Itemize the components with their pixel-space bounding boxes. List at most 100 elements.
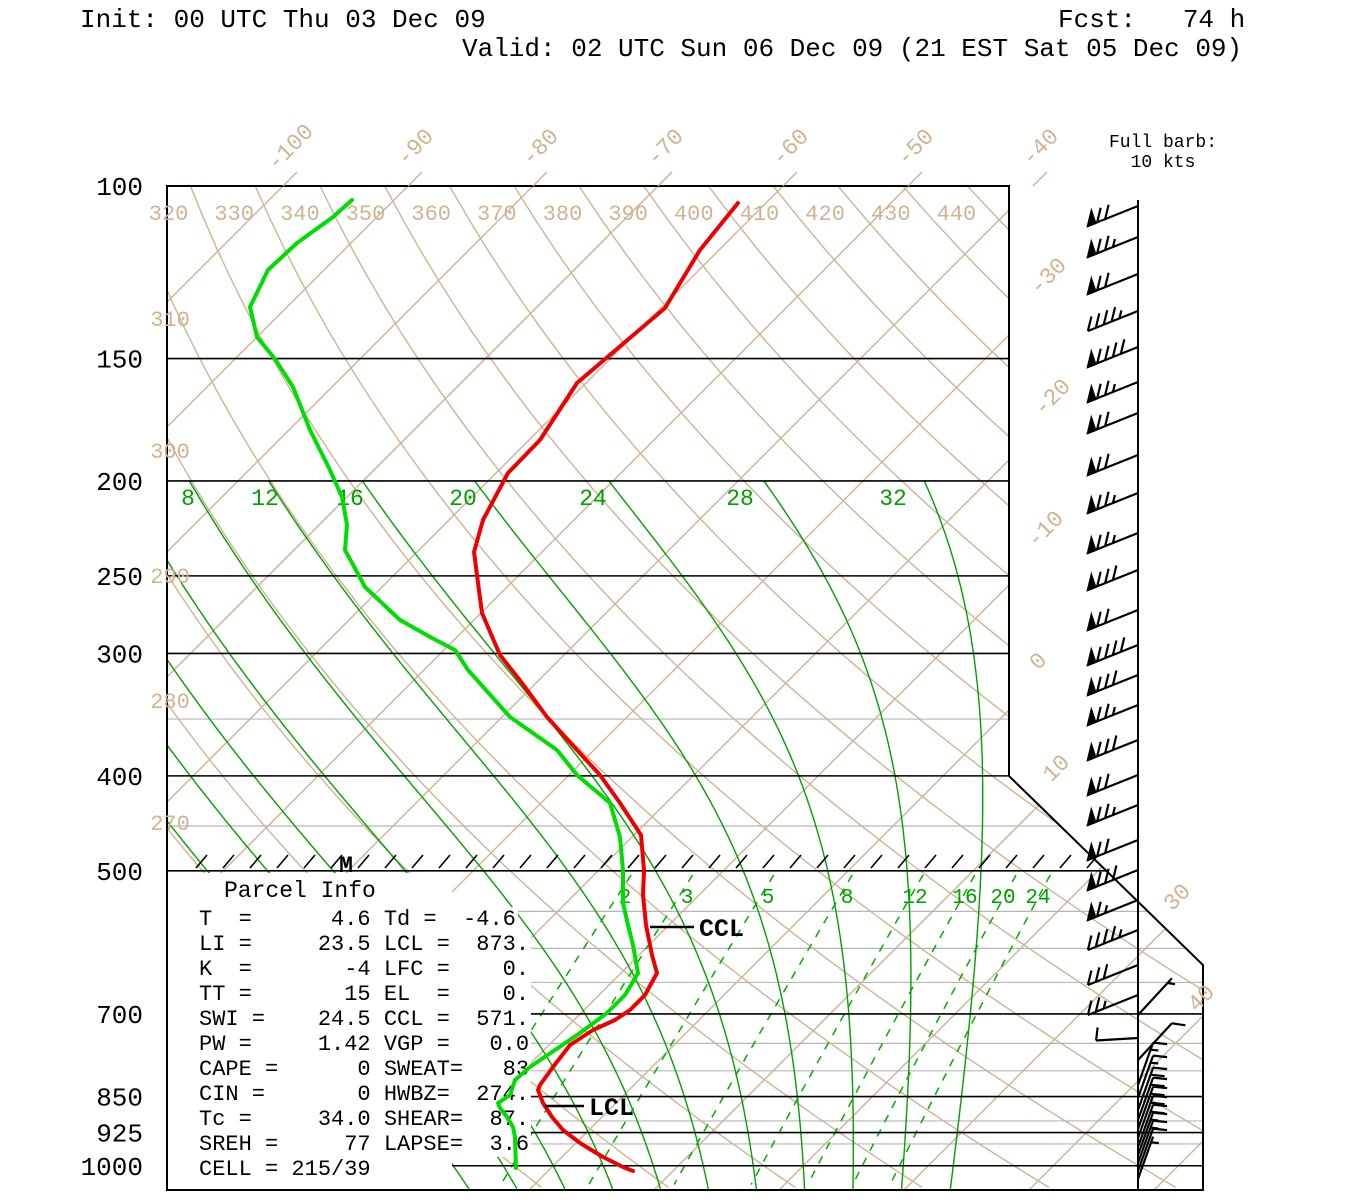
svg-text:150: 150 xyxy=(96,346,143,376)
wind-barb xyxy=(1086,963,1139,987)
svg-text:250: 250 xyxy=(96,563,143,593)
svg-text:12: 12 xyxy=(251,486,279,512)
svg-text:LCL: LCL xyxy=(589,1094,634,1123)
svg-text:28: 28 xyxy=(726,486,754,512)
wind-barb-legend-line2: 10 kts xyxy=(1130,153,1196,173)
svg-text:925: 925 xyxy=(96,1120,143,1150)
svg-text:100: 100 xyxy=(96,173,143,203)
parcel-info-line: SREH = 77 LAPSE= 3.6 xyxy=(199,1132,532,1157)
svg-text:430: 430 xyxy=(871,202,911,227)
svg-text:300: 300 xyxy=(150,440,190,465)
svg-text:340: 340 xyxy=(280,202,320,227)
parcel-info-line: T = 4.6 Td = -4.6 xyxy=(199,907,518,932)
wind-barb xyxy=(1086,453,1139,477)
wind-barb xyxy=(1086,925,1139,952)
svg-text:1000: 1000 xyxy=(81,1153,143,1183)
svg-text:390: 390 xyxy=(608,202,648,227)
parcel-info-line: CAPE = 0 SWEAT= 83 xyxy=(199,1057,532,1082)
wind-barb xyxy=(1136,1136,1159,1180)
500mb-hatch-marks xyxy=(195,854,1099,869)
parcel-info-line: TT = 15 EL = 0. xyxy=(199,982,532,1007)
svg-text:24: 24 xyxy=(579,486,607,512)
svg-text:280: 280 xyxy=(150,690,190,715)
wind-barb xyxy=(1086,411,1139,435)
wind-barb xyxy=(1086,491,1139,515)
svg-text:200: 200 xyxy=(96,468,143,498)
wind-barb xyxy=(1086,735,1139,762)
wind-barb xyxy=(1086,637,1139,667)
wind-barb-legend: Full barb: 10 kts xyxy=(1098,133,1228,173)
svg-text:320: 320 xyxy=(149,202,189,227)
svg-text:24: 24 xyxy=(1025,887,1050,910)
wind-barb xyxy=(1137,977,1176,1016)
wind-barb xyxy=(1086,608,1139,632)
svg-text:310: 310 xyxy=(150,308,190,333)
svg-text:410: 410 xyxy=(740,202,780,227)
plot-border xyxy=(166,185,1204,1191)
wind-barb xyxy=(1136,1066,1168,1111)
svg-text:CCL: CCL xyxy=(699,915,744,944)
svg-text:300: 300 xyxy=(96,640,143,670)
svg-text:440: 440 xyxy=(937,202,977,227)
svg-text:700: 700 xyxy=(96,1001,143,1031)
svg-text:270: 270 xyxy=(150,812,190,837)
wind-barb xyxy=(1086,703,1139,727)
temperature-curve xyxy=(472,201,740,1173)
wind-barb xyxy=(1095,1027,1139,1042)
valid-time-label: Valid: 02 UTC Sun 06 Dec 09 (21 EST Sat … xyxy=(462,34,1243,64)
svg-text:290: 290 xyxy=(150,565,190,590)
wind-barb xyxy=(1086,565,1139,592)
parcel-info-title: Parcel Info xyxy=(224,878,376,904)
wind-barb xyxy=(1086,670,1139,697)
svg-text:400: 400 xyxy=(674,202,714,227)
wind-barb xyxy=(1086,272,1139,296)
parcel-info-line: CELL = 215/39 xyxy=(199,1157,373,1182)
wind-barb xyxy=(1086,993,1139,1017)
wind-barb xyxy=(1086,306,1139,333)
svg-text:3: 3 xyxy=(681,887,694,910)
parcel-info-line: K = -4 LFC = 0. xyxy=(199,957,532,982)
parcel-info-line: LI = 23.5 LCL = 873. xyxy=(199,932,532,957)
svg-text:400: 400 xyxy=(96,763,143,793)
svg-text:850: 850 xyxy=(96,1084,143,1114)
wind-barbs xyxy=(1086,204,1186,1180)
dewpoint-curve xyxy=(248,198,640,1170)
wind-barb xyxy=(1136,1054,1168,1099)
ccl-marker: CCL xyxy=(650,915,744,944)
wind-barb xyxy=(1086,204,1139,228)
svg-text:420: 420 xyxy=(805,202,845,227)
svg-text:5: 5 xyxy=(762,887,775,910)
lcl-marker: LCL xyxy=(545,1094,634,1123)
svg-text:500: 500 xyxy=(96,858,143,888)
svg-text:360: 360 xyxy=(411,202,451,227)
wind-barb xyxy=(1136,1127,1168,1172)
svg-text:8: 8 xyxy=(841,887,854,910)
wind-barb-legend-line1: Full barb: xyxy=(1108,133,1218,153)
svg-text:8: 8 xyxy=(181,486,195,512)
wind-barb xyxy=(1136,1076,1168,1121)
parcel-info-line: CIN = 0 HWBZ= 274. xyxy=(199,1082,532,1107)
moist-adiabat-labels: 8 12 16 20 24 28 32 xyxy=(181,486,907,512)
svg-text:20: 20 xyxy=(990,887,1015,910)
svg-text:350: 350 xyxy=(346,202,386,227)
wind-barb xyxy=(1086,235,1139,259)
wind-barb xyxy=(1086,865,1139,892)
parcel-info-line: SWI = 24.5 CCL = 571. xyxy=(199,1007,532,1032)
forecast-hour-label: Fcst: 74 h xyxy=(1058,5,1246,35)
svg-text:330: 330 xyxy=(214,202,254,227)
svg-text:370: 370 xyxy=(477,202,517,227)
wind-barb xyxy=(1086,531,1139,555)
wind-barb xyxy=(1136,1094,1168,1139)
wind-barb xyxy=(1137,1022,1186,1061)
dry-adiabat-top-labels: 320 330 340 350 360 370 380 390 400 410 420 430 440 3… xyxy=(149,202,976,837)
svg-text:16: 16 xyxy=(952,887,977,910)
wind-barb xyxy=(1086,339,1139,369)
svg-text:12: 12 xyxy=(902,887,927,910)
wind-barb xyxy=(1136,1085,1168,1130)
parcel-info-line: PW = 1.42 VGP = 0.0 xyxy=(199,1032,532,1057)
svg-text:32: 32 xyxy=(879,486,907,512)
